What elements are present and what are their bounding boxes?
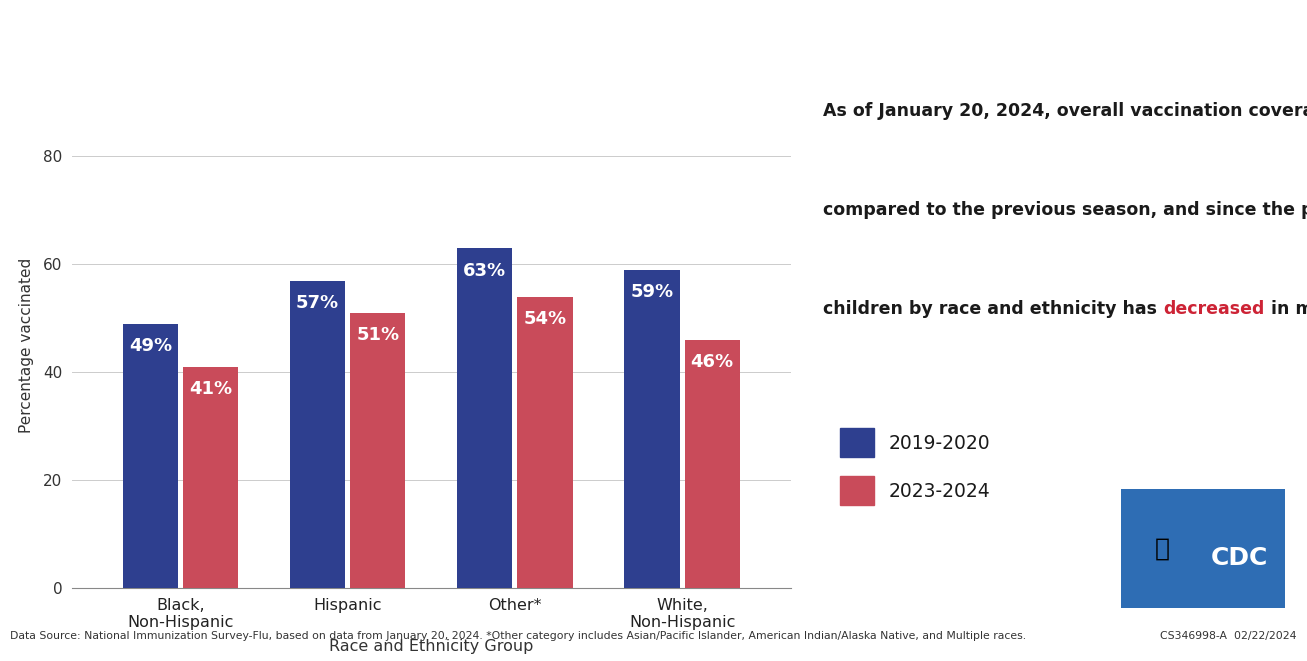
Bar	[290, 281, 345, 588]
Text: Flu Vaccination Coverage: Flu Vaccination Coverage	[29, 40, 486, 71]
Text: in most groups.: in most groups.	[1265, 299, 1307, 318]
Bar	[625, 270, 680, 588]
Text: 46%: 46%	[690, 354, 733, 371]
Text: 57%: 57%	[297, 294, 340, 312]
Text: Data Source: National Immunization Survey-Flu, based on data from January 20, 20: Data Source: National Immunization Surve…	[10, 631, 1026, 641]
Text: decreased: decreased	[1163, 299, 1265, 318]
Text: 54%: 54%	[523, 310, 566, 329]
Text: 41%: 41%	[190, 381, 233, 399]
Text: children by race and ethnicity has: children by race and ethnicity has	[823, 299, 1163, 318]
Legend: 2019-2020, 2023-2024: 2019-2020, 2023-2024	[833, 421, 999, 513]
Text: 63%: 63%	[463, 262, 506, 280]
X-axis label: Race and Ethnicity Group: Race and Ethnicity Group	[329, 639, 533, 654]
Text: 59%: 59%	[630, 284, 673, 301]
Text: in Children 6 Months to 17 Years: in Children 6 Months to 17 Years	[486, 40, 1013, 71]
Bar	[685, 340, 740, 588]
Text: As of January 20, 2024, overall vaccination coverage among children is: As of January 20, 2024, overall vaccinat…	[823, 102, 1307, 120]
FancyBboxPatch shape	[1116, 486, 1290, 611]
Bar	[350, 313, 405, 588]
Text: 51%: 51%	[357, 327, 400, 344]
Text: 49%: 49%	[129, 337, 173, 355]
Bar	[123, 324, 178, 588]
Bar	[183, 367, 238, 588]
Text: CS346998-A  02/22/2024: CS346998-A 02/22/2024	[1161, 631, 1297, 641]
Text: CDC: CDC	[1210, 546, 1268, 570]
Text: 🦅: 🦅	[1155, 537, 1170, 561]
Y-axis label: Percentage vaccinated: Percentage vaccinated	[20, 258, 34, 433]
Bar	[518, 297, 572, 588]
Bar	[457, 249, 512, 588]
Text: compared to the previous season, and since the pandemic, coverage among: compared to the previous season, and sin…	[823, 201, 1307, 219]
